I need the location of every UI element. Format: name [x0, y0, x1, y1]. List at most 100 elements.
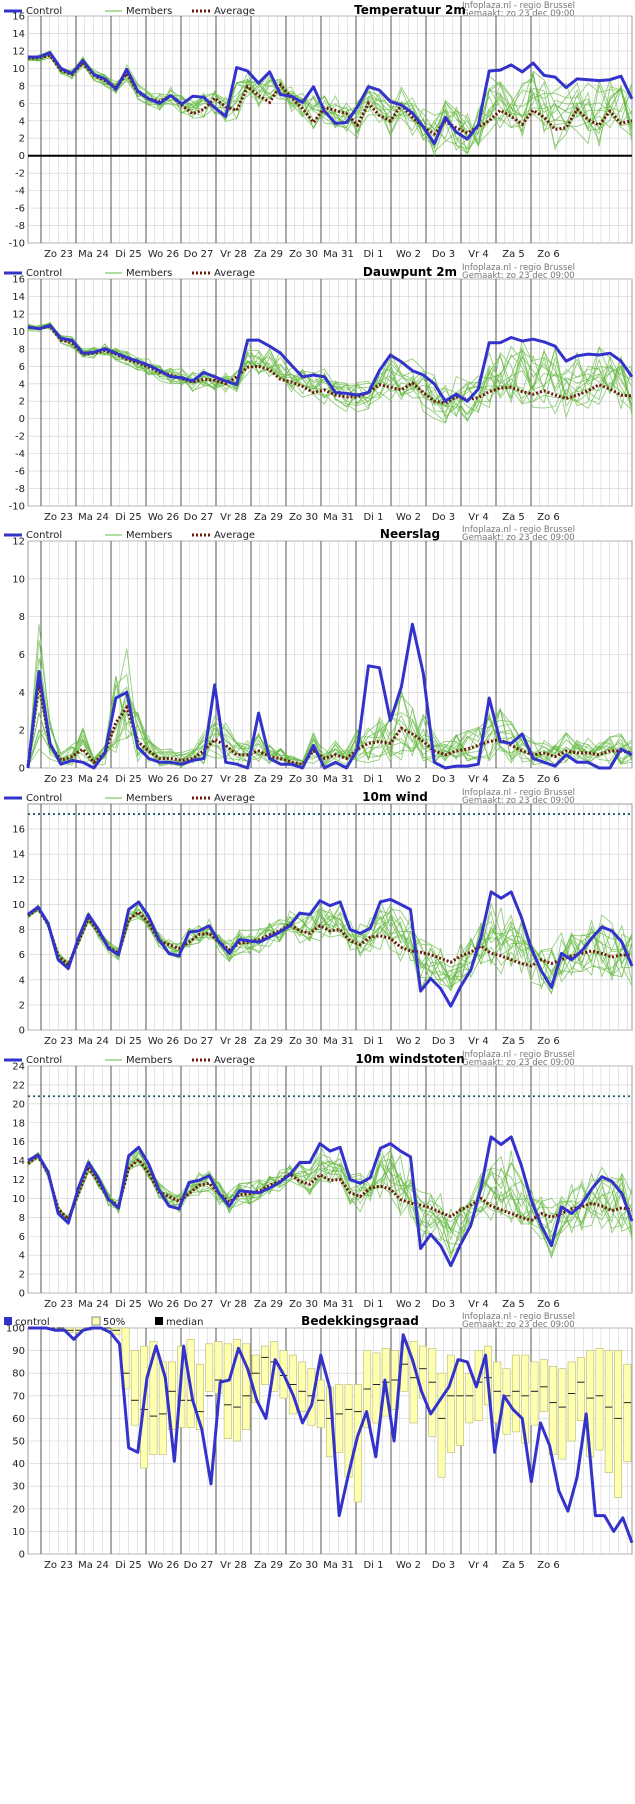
- y-tick-label: 14: [12, 1156, 25, 1167]
- legend-members-label: Members: [126, 268, 172, 279]
- x-tick-label: Zo 23: [44, 1560, 73, 1571]
- band-box: [196, 1363, 204, 1430]
- y-tick-label: 14: [12, 850, 25, 861]
- x-tick-label: Zo 6: [537, 1036, 560, 1047]
- x-tick-label: Zo 6: [537, 1560, 560, 1571]
- member-line: [27, 657, 633, 767]
- y-tick-label: 90: [12, 1346, 25, 1357]
- band-box: [623, 1363, 632, 1462]
- member-line: [27, 326, 633, 418]
- chart-title: 10m windstoten: [355, 1052, 464, 1066]
- grid: [28, 540, 632, 769]
- y-tick-label: 8: [19, 344, 25, 355]
- legend-band-label: 50%: [103, 1317, 125, 1328]
- y-tick-label: 22: [12, 1080, 25, 1091]
- x-tick-label: Zo 6: [537, 774, 560, 785]
- band-box: [446, 1354, 455, 1453]
- y-tick-label: 60: [12, 1414, 25, 1425]
- control-line: [28, 1326, 634, 1544]
- x-tick-label: Za 29: [254, 774, 283, 785]
- x-tick-label: Zo 23: [44, 1299, 73, 1310]
- y-tick-label: 8: [19, 612, 25, 623]
- band-box: [316, 1379, 325, 1428]
- band-box: [576, 1357, 585, 1422]
- x-tick-label: Za 29: [254, 1560, 283, 1571]
- x-tick-label: Do 27: [184, 774, 214, 785]
- x-tick-label: Vr 4: [468, 774, 489, 785]
- member-line: [27, 50, 633, 145]
- x-tick-label: Di 25: [115, 1299, 141, 1310]
- x-tick-label: Wo 2: [396, 1560, 421, 1571]
- x-tick-label: Ma 24: [78, 1299, 109, 1310]
- band-box: [223, 1343, 232, 1440]
- y-tick-label: 40: [12, 1459, 25, 1470]
- member-line: [27, 908, 633, 980]
- made-label: Gemaakt: zo 23 dec 09:00: [462, 1320, 575, 1330]
- y-tick-label: 4: [19, 975, 25, 986]
- x-tick-label: Za 29: [254, 1036, 283, 1047]
- y-tick-label: -6: [15, 204, 25, 215]
- y-tick-label: -2: [15, 169, 25, 180]
- y-tick-label: 10: [12, 327, 25, 338]
- made-label: Gemaakt: zo 23 dec 09:00: [462, 796, 575, 806]
- y-tick-label: 16: [12, 1137, 25, 1148]
- made-label: Gemaakt: zo 23 dec 09:00: [462, 271, 575, 281]
- y-tick-label: 4: [19, 688, 25, 699]
- x-tick-label: Ma 31: [323, 1560, 354, 1571]
- legend-control-label: Control: [26, 268, 62, 279]
- x-tick-label: Di 1: [363, 774, 383, 785]
- band-box: [158, 1361, 167, 1455]
- source-label: Infoplaza.nl - regio Brussel: [462, 525, 575, 535]
- x-tick-label: Za 29: [254, 512, 283, 523]
- band-box: [437, 1372, 446, 1478]
- x-tick-label: Zo 30: [289, 249, 318, 260]
- y-tick-label: -6: [15, 467, 25, 478]
- y-tick-label: 8: [19, 1213, 25, 1224]
- x-tick-label: Zo 30: [289, 512, 318, 523]
- legend-control-swatch: [4, 1317, 12, 1325]
- y-tick-label: 12: [12, 537, 25, 548]
- legend-control-label: control: [15, 1317, 50, 1328]
- x-tick-label: Wo 26: [148, 1299, 179, 1310]
- band-box: [149, 1341, 158, 1455]
- x-tick-label: Zo 23: [44, 249, 73, 260]
- x-tick-label: Zo 23: [44, 512, 73, 523]
- x-tick-label: Do 3: [432, 1299, 455, 1310]
- x-tick-label: Di 25: [115, 1036, 141, 1047]
- x-tick-label: Vr 4: [468, 1560, 489, 1571]
- y-tick-label: -4: [15, 449, 25, 460]
- y-tick-label: 18: [12, 1118, 25, 1129]
- x-tick-label: Wo 2: [396, 1299, 421, 1310]
- band-box: [335, 1384, 344, 1453]
- x-tick-label: Di 1: [363, 1036, 383, 1047]
- y-tick-label: 8: [19, 81, 25, 92]
- y-tick-label: 16: [12, 275, 25, 286]
- legend-members-label: Members: [126, 1055, 172, 1066]
- x-tick-label: Di 1: [363, 249, 383, 260]
- y-tick-label: 6: [19, 950, 25, 961]
- x-tick-label: Vr 28: [220, 512, 247, 523]
- member-line: [27, 682, 633, 766]
- band-box: [260, 1345, 269, 1385]
- legend-average-label: Average: [214, 1055, 255, 1066]
- x-tick-label: Za 5: [502, 1299, 525, 1310]
- y-tick-label: -10: [9, 239, 25, 250]
- y-tick-label: -4: [15, 186, 25, 197]
- x-tick-label: Do 3: [432, 1036, 455, 1047]
- member-line: [27, 52, 633, 153]
- band-box: [372, 1352, 381, 1424]
- average-line: [27, 906, 633, 968]
- control-line: [28, 51, 634, 145]
- source-label: Infoplaza.nl - regio Brussel: [462, 263, 575, 273]
- member-line: [27, 676, 633, 767]
- y-tick-label: 30: [12, 1482, 25, 1493]
- x-tick-label: Di 25: [115, 1560, 141, 1571]
- chart-title: Neerslag: [380, 527, 440, 541]
- y-tick-label: 12: [12, 46, 25, 57]
